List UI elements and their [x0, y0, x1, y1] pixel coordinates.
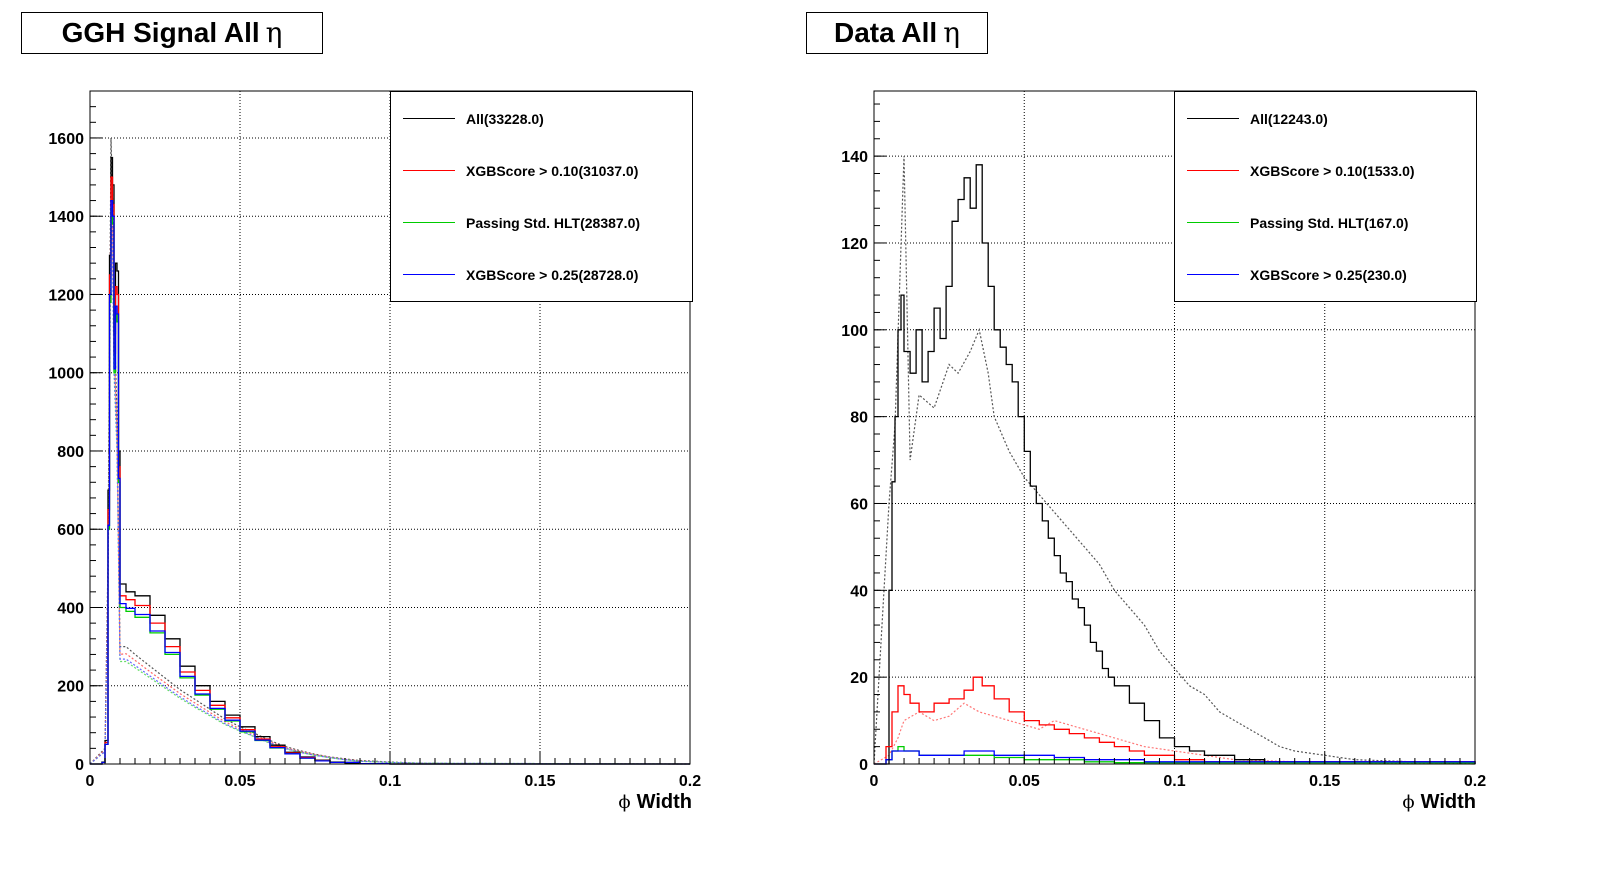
legend-line-xgb010: [1187, 170, 1239, 171]
chart-title-symbol: η: [265, 16, 283, 49]
x-tick-label: 0.1: [1163, 773, 1185, 790]
legend-entry: All(33228.0): [391, 109, 692, 129]
legend-data: All(12243.0) XGBScore > 0.10(1533.0) Pas…: [1174, 91, 1477, 302]
legend-label-all: All(12243.0): [1250, 111, 1328, 127]
legend-line-xgb010: [403, 170, 455, 171]
chart-title-ggh: GGH Signal All η: [21, 12, 323, 54]
legend-label-xgb025: XGBScore > 0.25(28728.0): [466, 267, 639, 283]
legend-entry: XGBScore > 0.10(1533.0): [1175, 161, 1476, 181]
y-tick-label: 0: [859, 757, 868, 774]
x-tick-label: 0.2: [679, 773, 701, 790]
legend-ggh: All(33228.0) XGBScore > 0.10(31037.0) Pa…: [390, 91, 693, 302]
legend-line-xgb025: [403, 274, 455, 275]
series-line: [874, 676, 1476, 765]
x-axis-symbol: ϕ: [1402, 792, 1415, 813]
y-tick-label: 20: [850, 670, 868, 687]
legend-label-xgb010: XGBScore > 0.10(1533.0): [1250, 163, 1415, 179]
chart-title-text: Data All: [834, 17, 938, 48]
series-dotted-line: [89, 200, 691, 765]
legend-line-hlt: [1187, 222, 1239, 223]
y-tick-label: 1600: [48, 131, 84, 148]
chart-data: 0 0.05 0.1 0.15 0.2 0 20 40 60 80 100 120 140 Data A…: [799, 0, 1598, 874]
x-axis-symbol: ϕ: [618, 792, 631, 813]
x-axis-label: Width: [1420, 791, 1476, 813]
y-tick-label: 40: [850, 583, 868, 600]
legend-label-hlt: Passing Std. HLT(28387.0): [466, 215, 641, 231]
x-axis-title-data: ϕ Width: [1402, 791, 1476, 814]
y-tick-label: 800: [57, 444, 84, 461]
legend-entry: All(12243.0): [1175, 109, 1476, 129]
chart-title-symbol: η: [943, 16, 960, 49]
series-line: [874, 750, 1476, 765]
y-tick-label: 600: [57, 522, 84, 539]
x-tick-label: 0.05: [1009, 773, 1040, 790]
y-tick-label: 100: [841, 323, 868, 340]
y-tick-label: 1400: [48, 209, 84, 226]
legend-entry: XGBScore > 0.25(230.0): [1175, 265, 1476, 285]
legend-line-all: [1187, 118, 1239, 119]
legend-line-hlt: [403, 222, 455, 223]
chart-ggh-signal: 0 0.05 0.1 0.15 0.2 0 200 400 600 800 1000 1200 1400…: [21, 12, 701, 814]
legend-entry: Passing Std. HLT(167.0): [1175, 213, 1476, 233]
x-tick-label: 0.15: [524, 773, 555, 790]
x-tick-label: 0.15: [1309, 773, 1340, 790]
y-tick-label: 1000: [48, 366, 84, 383]
x-axis-label: Width: [636, 791, 692, 813]
x-tick-label: 0: [86, 773, 95, 790]
y-tick-label: 120: [841, 236, 868, 253]
x-tick-label: 0.05: [224, 773, 255, 790]
y-tick-label: 140: [841, 149, 868, 166]
series-dotted-line: [89, 208, 691, 765]
legend-line-all: [403, 118, 455, 119]
chart-canvas-data: 0 0.05 0.1 0.15 0.2 0 20 40 60 80 100 120 140: [841, 90, 1486, 790]
series-line: [90, 199, 690, 765]
y-tick-label: 200: [57, 679, 84, 696]
x-tick-label: 0: [870, 773, 879, 790]
legend-label-xgb010: XGBScore > 0.10(31037.0): [466, 163, 639, 179]
legend-label-xgb025: XGBScore > 0.25(230.0): [1250, 267, 1407, 283]
series-line: [874, 164, 1476, 765]
series-dotted-line: [873, 156, 1476, 765]
y-tick-label: 0: [75, 757, 84, 774]
y-tick-label: 1200: [48, 287, 84, 304]
legend-entry: Passing Std. HLT(28387.0): [391, 213, 692, 233]
legend-label-hlt: Passing Std. HLT(167.0): [1250, 215, 1409, 231]
y-tick-label: 400: [57, 600, 84, 617]
legend-label-all: All(33228.0): [466, 111, 544, 127]
x-axis-title-ggh: ϕ Width: [618, 791, 692, 814]
x-tick-label: 0.1: [379, 773, 401, 790]
legend-line-xgb025: [1187, 274, 1239, 275]
y-tick-label: 60: [850, 496, 868, 513]
chart-title-text: GGH Signal All: [61, 17, 260, 48]
y-tick-label: 80: [850, 410, 868, 427]
legend-entry: XGBScore > 0.25(28728.0): [391, 265, 692, 285]
chart-title-data: Data All η: [806, 12, 988, 54]
x-tick-label: 0.2: [1464, 773, 1486, 790]
legend-entry: XGBScore > 0.10(31037.0): [391, 161, 692, 181]
